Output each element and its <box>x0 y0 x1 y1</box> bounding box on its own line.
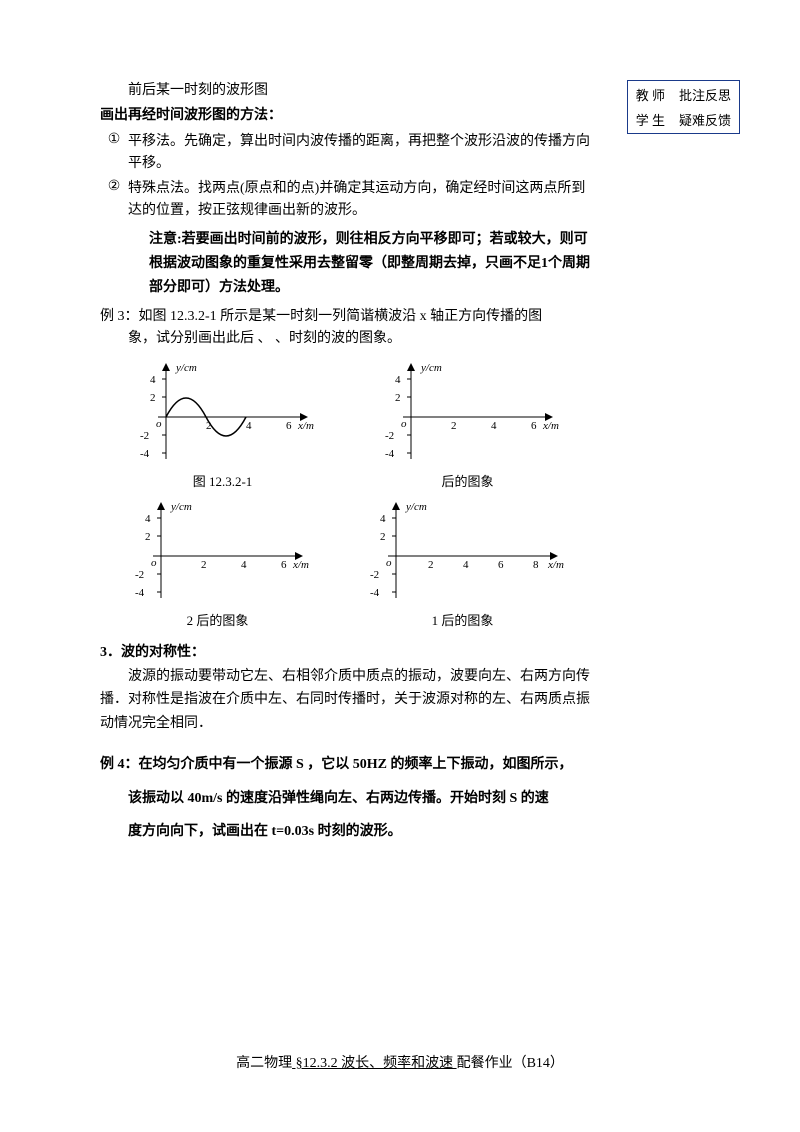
ytick-n4: -4 <box>140 448 150 460</box>
ytick-n2: -2 <box>385 430 394 442</box>
footer: 高二物理 §12.3.2 波长、频率和波速 配餐作业（B14） <box>0 1052 800 1072</box>
note-text: 若要画出时间前的波形，则往相反方向平移即可；若或较大，则可根据波动图象的重复性采… <box>149 232 590 295</box>
note-student-text: 疑难反馈 <box>673 108 737 131</box>
footer-mid: §12.3.2 波长、频率和波速 <box>292 1056 457 1071</box>
chart-4-wrap: y/cm x/m o 4 2 -2 -4 2 <box>358 498 568 629</box>
xtick-4: 4 <box>463 559 469 571</box>
ytick-n2: -2 <box>135 569 144 581</box>
xtick-8: 8 <box>533 559 539 571</box>
main-content: 前后某一时刻的波形图 画出再经时间波形图的方法： ① 平移法。先确定，算出时间内… <box>100 80 590 849</box>
xtick-6: 6 <box>286 420 292 432</box>
ytick-n2: -2 <box>370 569 379 581</box>
chart-3-wrap: y/cm x/m o 4 2 -2 -4 2 <box>123 498 313 629</box>
xtick-2: 2 <box>201 559 207 571</box>
ytick-n2: -2 <box>140 430 149 442</box>
chart3-ylabel: y/cm <box>170 501 192 513</box>
charts-row-1: y/cm x/m o 4 2 -2 -4 <box>100 359 590 490</box>
ytick-n4: -4 <box>370 587 380 599</box>
note-teacher-label: 教 师 <box>630 83 671 106</box>
method-item-2: ② 特殊点法。找两点(原点和的点)并确定其运动方向，确定经时间这两点所到达的位置… <box>100 178 590 223</box>
section-3: 3．波的对称性： 波源的振动要带动它左、右相邻介质中质点的振动，波要向左、右两方… <box>100 641 590 736</box>
y-arrow-icon <box>407 363 415 371</box>
ytick-n4: -4 <box>135 587 145 599</box>
chart2-ylabel: y/cm <box>420 362 442 374</box>
chart-1-wrap: y/cm x/m o 4 2 -2 -4 <box>128 359 318 490</box>
footer-suffix: 配餐作业（B14） <box>457 1056 564 1071</box>
footer-prefix: 高二物理 <box>236 1056 292 1071</box>
ytick-4: 4 <box>145 513 151 525</box>
section-3-heading: 3．波的对称性： <box>100 641 590 661</box>
xtick-6: 6 <box>531 420 537 432</box>
chart3-xlabel: x/m <box>292 559 309 571</box>
y-arrow-icon <box>157 502 165 510</box>
example-3: 例 3：如图 12.3.2-1 所示是某一时刻一列简谐横波沿 x 轴正方向传播的… <box>100 306 590 351</box>
xtick-4: 4 <box>241 559 247 571</box>
teacher-note-box: 教 师 批注反思 学 生 疑难反馈 <box>627 80 740 134</box>
chart4-ylabel: y/cm <box>405 501 427 513</box>
chart3-origin: o <box>151 557 157 569</box>
chart2-origin: o <box>401 418 407 430</box>
chart1-ylabel: y/cm <box>175 362 197 374</box>
note-student-label: 学 生 <box>630 108 671 131</box>
ex3-line1: 例 3：如图 12.3.2-1 所示是某一时刻一列简谐横波沿 x 轴正方向传播的… <box>100 306 590 328</box>
xtick-4: 4 <box>246 420 252 432</box>
ex4-line1: 例 4：在均匀介质中有一个振源 S ，它以 50HZ 的频率上下振动，如图所示， <box>100 748 590 782</box>
note-block: 注意:若要画出时间前的波形，则往相反方向平移即可；若或较大，则可根据波动图象的重… <box>100 228 590 299</box>
note-label: 注意: <box>149 232 182 247</box>
chart4-origin: o <box>386 557 392 569</box>
chart2-xlabel: x/m <box>542 420 559 432</box>
method-item-1: ① 平移法。先确定，算出时间内波传播的距离，再把整个波形沿波的传播方向平移。 <box>100 131 590 176</box>
chart-2: y/cm x/m o 4 2 -2 -4 2 <box>373 359 563 469</box>
ytick-n4: -4 <box>385 448 395 460</box>
xtick-2: 2 <box>428 559 434 571</box>
charts-row-2: y/cm x/m o 4 2 -2 -4 2 <box>100 498 590 629</box>
chart1-xlabel: x/m <box>297 420 314 432</box>
ytick-2: 2 <box>380 531 386 543</box>
ytick-4: 4 <box>380 513 386 525</box>
y-arrow-icon <box>162 363 170 371</box>
xtick-6: 6 <box>281 559 287 571</box>
ex4-line2: 该振动以 40m/s 的速度沿弹性绳向左、右两边传播。开始时刻 S 的速 <box>100 782 590 816</box>
chart4-xlabel: x/m <box>547 559 564 571</box>
section-3-para: 波源的振动要带动它左、右相邻介质中质点的振动，波要向左、右两方向传播．对称性是指… <box>100 665 590 736</box>
chart-3: y/cm x/m o 4 2 -2 -4 2 <box>123 498 313 608</box>
method-num-2: ② <box>100 178 128 223</box>
ytick-2: 2 <box>150 392 156 404</box>
y-arrow-icon <box>392 502 400 510</box>
method-text-1: 平移法。先确定，算出时间内波传播的距离，再把整个波形沿波的传播方向平移。 <box>128 131 590 176</box>
top-line: 前后某一时刻的波形图 <box>100 80 590 102</box>
ytick-2: 2 <box>395 392 401 404</box>
example-4: 例 4：在均匀介质中有一个振源 S ，它以 50HZ 的频率上下振动，如图所示，… <box>100 748 590 849</box>
chart-2-caption: 后的图象 <box>373 471 563 490</box>
method-text-2: 特殊点法。找两点(原点和的点)并确定其运动方向，确定经时间这两点所到达的位置，按… <box>128 178 590 223</box>
note-teacher-text: 批注反思 <box>673 83 737 106</box>
chart-1: y/cm x/m o 4 2 -2 -4 <box>128 359 318 469</box>
xtick-2: 2 <box>451 420 457 432</box>
chart-2-wrap: y/cm x/m o 4 2 -2 -4 2 <box>373 359 563 490</box>
chart-1-caption: 图 12.3.2-1 <box>128 471 318 490</box>
chart-4: y/cm x/m o 4 2 -2 -4 2 <box>358 498 568 608</box>
ytick-4: 4 <box>150 374 156 386</box>
xtick-6: 6 <box>498 559 504 571</box>
ytick-4: 4 <box>395 374 401 386</box>
ytick-2: 2 <box>145 531 151 543</box>
chart1-origin: o <box>156 418 162 430</box>
xtick-4: 4 <box>491 420 497 432</box>
method-heading: 画出再经时间波形图的方法： <box>100 105 590 127</box>
ex3-line2: 象，试分别画出此后 、 、时刻的波的图象。 <box>100 328 590 350</box>
ex4-line3: 度方向向下，试画出在 t=0.03s 时刻的波形。 <box>100 815 590 849</box>
chart-4-caption: 1 后的图象 <box>358 610 568 629</box>
chart-3-caption: 2 后的图象 <box>123 610 313 629</box>
method-num-1: ① <box>100 131 128 176</box>
